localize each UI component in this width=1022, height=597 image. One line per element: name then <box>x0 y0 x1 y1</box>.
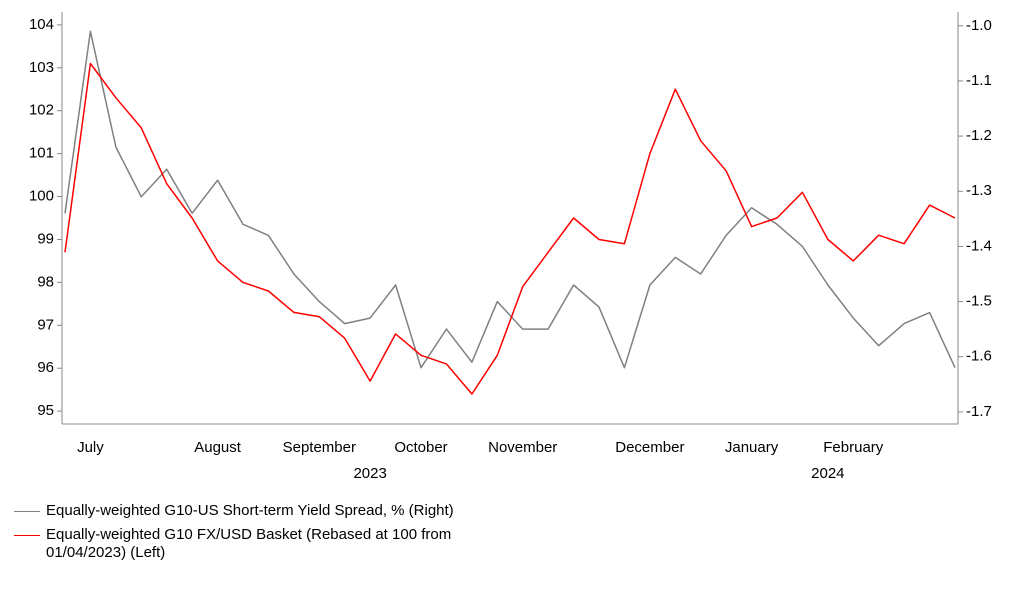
y-tick-label: 98 <box>37 273 54 290</box>
x-tick-label: November <box>488 439 557 456</box>
series-line <box>64 30 956 369</box>
y-tick-label: 103 <box>29 59 54 76</box>
y-tick-label: 95 <box>37 402 54 419</box>
y-tick-label: 97 <box>37 316 54 333</box>
y2-tick-label: -1.7 <box>966 403 992 420</box>
x-tick-label: August <box>194 439 242 456</box>
y2-tick-label: -1.1 <box>966 72 992 89</box>
legend-label: Equally-weighted G10 FX/USD Basket (Reba… <box>46 526 452 561</box>
x-tick-label: January <box>725 439 779 456</box>
y2-tick-label: -1.5 <box>966 293 992 310</box>
y2-tick-label: -1.4 <box>966 237 992 254</box>
legend-label: Equally-weighted G10-US Short-term Yield… <box>46 502 454 519</box>
x-tick-label: October <box>394 439 447 456</box>
series-line <box>64 62 956 395</box>
y-tick-label: 99 <box>37 230 54 247</box>
legend-swatch <box>14 535 40 536</box>
x-year-label: 2024 <box>811 465 844 482</box>
y2-tick-label: -1.2 <box>966 127 992 144</box>
y-tick-label: 102 <box>29 102 54 119</box>
legend: Equally-weighted G10-US Short-term Yield… <box>14 502 516 568</box>
y-tick-label: 104 <box>29 16 54 33</box>
y-tick-label: 101 <box>29 145 54 162</box>
legend-item: Equally-weighted G10 FX/USD Basket (Reba… <box>14 526 516 562</box>
y2-tick-label: -1.3 <box>966 182 992 199</box>
legend-item: Equally-weighted G10-US Short-term Yield… <box>14 502 516 520</box>
x-year-label: 2023 <box>353 465 386 482</box>
y-tick-label: 100 <box>29 188 54 205</box>
legend-swatch <box>14 511 40 512</box>
chart: 95 96 97 98 99 100 101 102 103 104 -1.7 -1.6 -1.5 -1.… <box>29 12 992 482</box>
y2-tick-label: -1.0 <box>966 17 992 34</box>
x-tick-label: February <box>823 439 884 456</box>
x-tick-label: July <box>77 439 104 456</box>
y2-tick-label: -1.6 <box>966 348 992 365</box>
x-tick-label: December <box>615 439 684 456</box>
x-tick-label: September <box>283 439 356 456</box>
y-tick-label: 96 <box>37 359 54 376</box>
